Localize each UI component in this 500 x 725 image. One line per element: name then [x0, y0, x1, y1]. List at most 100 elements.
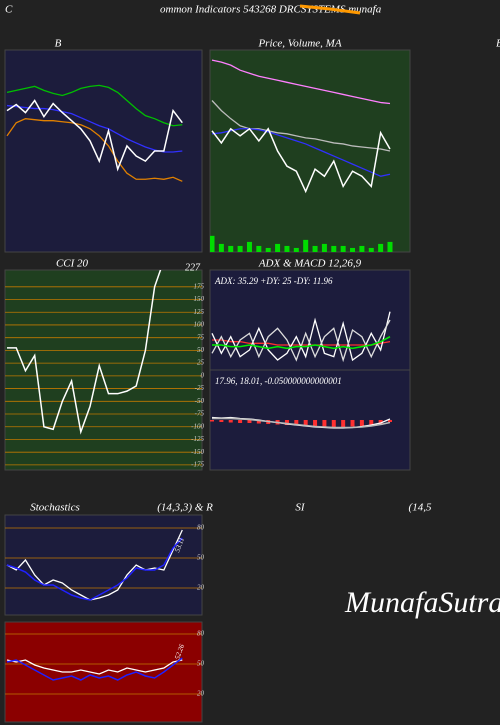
volume-bar	[284, 245, 290, 252]
series-line	[6, 84, 183, 127]
histogram-bar	[247, 420, 252, 423]
series-line	[6, 529, 183, 601]
volume-bar	[228, 245, 234, 252]
histogram-bar	[369, 420, 374, 425]
panel-title: Price, Volume, MA	[257, 38, 341, 50]
volume-bar	[331, 245, 337, 252]
y-tick-label: -50	[195, 397, 205, 405]
panel-content	[211, 311, 391, 363]
panel	[4, 269, 203, 471]
volume-bar	[246, 241, 252, 252]
histogram-bar	[228, 420, 233, 423]
y-tick-label: -25	[195, 384, 205, 392]
series-line	[6, 118, 183, 182]
series-line	[211, 59, 391, 105]
y-tick-label: 80	[197, 524, 205, 532]
histogram-bar	[331, 420, 336, 427]
histogram-bar	[284, 420, 289, 425]
volume-bar	[237, 245, 243, 252]
y-tick-label: 150	[194, 295, 205, 303]
y-tick-label: -100	[191, 422, 204, 430]
volume-bar	[256, 245, 262, 252]
volume-bar	[275, 243, 281, 252]
y-tick-label: 25	[197, 359, 205, 367]
panel-content	[5, 270, 202, 466]
panel-title: Stochastics	[30, 502, 80, 514]
histogram-bar	[341, 420, 346, 427]
series-line	[6, 537, 183, 601]
panel-content	[5, 527, 202, 601]
panel-content	[210, 416, 392, 429]
volume-bar	[312, 245, 318, 252]
panel-title: SI	[295, 502, 306, 514]
y-tick-label: -150	[191, 448, 204, 456]
volume-bar	[303, 239, 309, 252]
series-line	[212, 417, 391, 429]
volume-bar	[350, 247, 356, 252]
volume-bar	[218, 243, 224, 252]
panel-title: ADX & MACD 12,26,9	[258, 258, 362, 270]
y-tick-label: 100	[194, 321, 205, 329]
panel	[4, 514, 203, 616]
histogram-bar	[350, 420, 355, 427]
readout: 227	[185, 262, 201, 273]
series-line	[6, 657, 183, 681]
volume-bar	[210, 235, 215, 252]
histogram-bar	[294, 420, 299, 426]
y-tick-label: 50	[197, 660, 205, 668]
panel-content	[210, 59, 393, 252]
histogram-bar	[359, 420, 364, 426]
histogram-bar	[388, 420, 392, 422]
histogram-bar	[313, 420, 318, 427]
histogram-bar	[322, 420, 327, 427]
header-left: C	[5, 4, 13, 16]
y-tick-label: -125	[191, 435, 204, 443]
histogram-bar	[210, 420, 214, 422]
volume-bar	[340, 245, 346, 252]
y-tick-label: 50	[197, 346, 205, 354]
y-tick-label: 125	[194, 308, 205, 316]
panel-title: B	[55, 38, 62, 50]
panel-content	[6, 84, 183, 182]
y-tick-label: 0	[201, 371, 205, 379]
y-tick-label: 80	[197, 630, 205, 638]
header-scribble	[299, 4, 361, 15]
series-line	[6, 659, 183, 675]
series-line	[212, 336, 391, 350]
histogram-bar	[378, 420, 383, 424]
volume-bar	[293, 247, 299, 252]
histogram-bar	[303, 420, 308, 426]
series-line	[7, 270, 162, 435]
volume-bar	[321, 243, 327, 252]
series-line	[6, 99, 183, 172]
side-label: B	[496, 38, 500, 50]
volume-bar	[368, 247, 374, 252]
y-tick-label: 175	[194, 282, 205, 290]
panel	[4, 49, 203, 253]
volume-bar	[387, 241, 393, 252]
y-tick-label: 20	[197, 690, 205, 698]
histogram-bar	[238, 420, 243, 423]
panel-subtitle: (14,5	[409, 502, 432, 514]
readout-text: 17.96, 18.01, -0.050000000000001	[215, 376, 342, 386]
series-line	[211, 127, 391, 194]
y-tick-label: 75	[197, 333, 205, 341]
y-tick-label: -175	[191, 461, 204, 469]
volume-bar	[359, 245, 365, 252]
y-tick-label: 50	[197, 554, 205, 562]
volume-bar	[265, 247, 271, 252]
panel-title: CCI 20	[56, 258, 89, 270]
volume-bar	[378, 243, 384, 252]
panel	[209, 49, 411, 253]
panel-subtitle: (14,3,3) & R	[157, 502, 213, 514]
histogram-bar	[219, 420, 224, 422]
readout-text: ADX: 35.29 +DY: 25 -DY: 11.96	[214, 276, 333, 286]
histogram-bar	[256, 420, 261, 424]
series-line	[211, 128, 391, 177]
panel	[209, 369, 411, 471]
series-line	[6, 104, 183, 153]
panel-content	[5, 633, 202, 695]
watermark: MunafaSutra.com	[344, 586, 500, 619]
y-tick-label: -75	[195, 410, 205, 418]
